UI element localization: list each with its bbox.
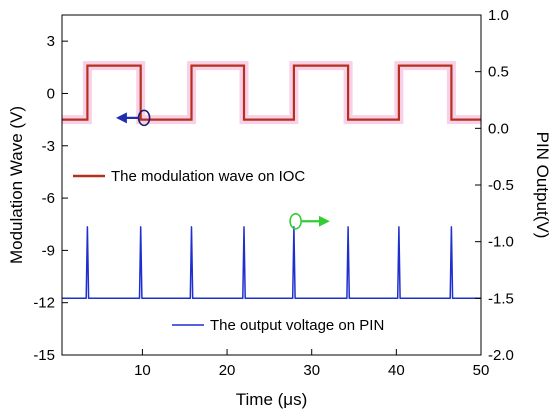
legend-label: The output voltage on PIN — [210, 317, 384, 334]
right-y-axis-title: PIN Output(V) — [533, 132, 550, 239]
right-y-tick-label: 0.0 — [488, 120, 509, 137]
annotation-layer — [115, 109, 330, 230]
x-tick-label: 40 — [388, 362, 405, 379]
tick-layer: 10 20 30 40 5030-3-6-9-12-151.00.50.0-0.5-1.… — [33, 7, 514, 379]
right-y-tick-label: 1.0 — [488, 7, 509, 24]
pin-output-line — [62, 226, 481, 300]
right-y-tick-label: -0.5 — [488, 177, 514, 194]
legend-label: The modulation wave on IOC — [111, 168, 305, 185]
x-axis-title: Time (μs) — [236, 390, 308, 409]
left-y-axis-title: Modulation Wave (V) — [7, 106, 26, 264]
right-y-tick-label: -1.0 — [488, 234, 514, 251]
right-y-tick-label: -2.0 — [488, 347, 514, 364]
x-tick-label: 30 — [303, 362, 320, 379]
left-y-tick-label: -6 — [42, 190, 55, 207]
annotation-ellipse — [137, 109, 151, 127]
right-y-tick-label: 0.5 — [488, 64, 509, 81]
left-y-tick-label: 3 — [47, 33, 55, 50]
left-y-tick-label: -3 — [42, 138, 55, 155]
left-y-tick-label: -9 — [42, 242, 55, 259]
x-tick-label: 50 — [473, 362, 490, 379]
series-layer — [62, 64, 481, 300]
left-y-tick-label: -15 — [33, 347, 55, 364]
left-y-tick-label: -12 — [33, 295, 55, 312]
annotation-ellipse — [289, 212, 302, 230]
x-tick-label: 10 — [134, 362, 151, 379]
legend-layer: The modulation wave on IOC The output vol… — [73, 168, 384, 334]
x-tick-label: 20 — [219, 362, 236, 379]
right-y-tick-label: -1.5 — [488, 290, 514, 307]
left-y-tick-label: 0 — [47, 85, 55, 102]
modulation-wave-line — [62, 64, 481, 121]
